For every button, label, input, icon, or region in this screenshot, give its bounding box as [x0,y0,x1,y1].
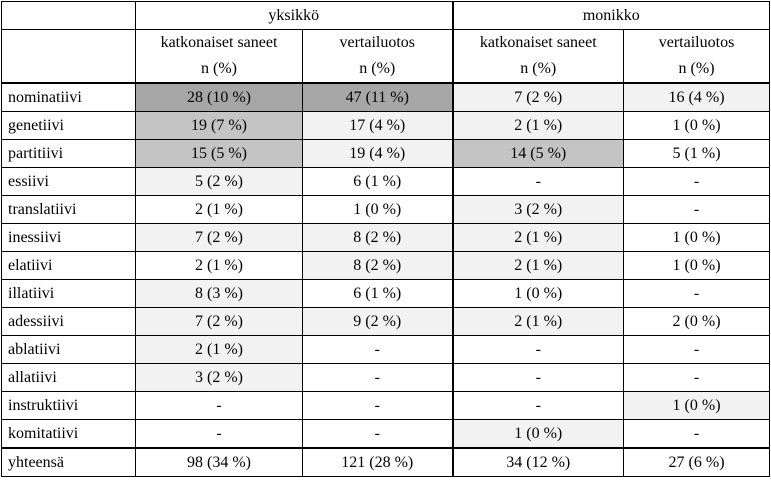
table-cell: - [623,363,771,392]
table-cell: 17 (4 %) [301,111,454,140]
table-row: nominatiivi 28 (10 %) 47 (11 %) 7 (2 %) 16 (… [1,82,771,112]
table-cell: 2 (1 %) [452,307,625,336]
table-cell: 3 (2 %) [452,195,625,224]
table-body: nominatiivi 28 (10 %) 47 (11 %) 7 (2 %) 16 (… [1,82,771,477]
table-cell: 1 (0 %) [301,195,454,224]
corner-cell [1,1,136,30]
unit-label: n (%) [301,56,454,84]
table-cell: - [623,419,771,449]
table-cell: 2 (1 %) [452,251,625,280]
corner-cell [1,56,136,84]
row-label: komitatiivi [1,419,136,449]
table-cell: 2 (1 %) [135,335,303,364]
row-label: partitiivi [1,139,136,168]
table-cell: 5 (2 %) [135,167,303,196]
table-cell: - [623,167,771,196]
total-label: yhteensä [1,447,136,477]
table-cell: 19 (4 %) [301,139,454,168]
table-cell: - [301,391,454,420]
table-cell: - [452,363,625,392]
table-cell: 7 (2 %) [135,307,303,336]
table-cell: 16 (4 %) [623,82,771,112]
table-cell: - [135,391,303,420]
table-cell: 1 (0 %) [623,111,771,140]
table-cell: 6 (1 %) [301,279,454,308]
table-cell: 8 (2 %) [301,251,454,280]
table-cell: 7 (2 %) [452,82,625,112]
table-row: ablatiivi 2 (1 %) - - - [1,335,771,364]
subheader-singular-fragmented: katkonaiset saneet [135,29,303,56]
unit-label: n (%) [623,56,771,84]
table-row: partitiivi 15 (5 %) 19 (4 %) 14 (5 %) 5 (1 %… [1,139,771,168]
table-row: komitatiivi - -1 (0 %) - [1,419,771,449]
table-cell: 1 (0 %) [452,419,625,449]
table-row: essiivi 5 (2 %) 6 (1 %) - - [1,167,771,196]
row-label: nominatiivi [1,82,136,112]
table-cell: - [301,419,454,449]
table-cell: 8 (3 %) [135,279,303,308]
row-label: ablatiivi [1,335,136,364]
table-cell: 1 (0 %) [623,391,771,420]
table-cell: 1 (0 %) [452,279,625,308]
row-label: instruktiivi [1,391,136,420]
row-label: adessiivi [1,307,136,336]
table-cell: - [623,335,771,364]
table-cell: 15 (5 %) [135,139,303,168]
table-cell: - [301,363,454,392]
table-cell: 2 (0 %) [623,307,771,336]
row-label: inessiivi [1,223,136,252]
table-cell: 2 (1 %) [135,251,303,280]
table-cell: 1 (0 %) [623,251,771,280]
total-cell: 98 (34 %) [135,447,303,477]
row-label: elatiivi [1,251,136,280]
subheader-singular-comparison: vertailuotos [301,29,454,56]
table-cell: 2 (1 %) [452,223,625,252]
table-cell: 47 (11 %) [301,82,454,112]
table-cell: - [452,335,625,364]
group-header-plural: monikko [452,1,771,30]
corner-cell [1,29,136,56]
table-cell: - [452,167,625,196]
table-row: illatiivi 8 (3 %) 6 (1 %) 1 (0 %) - [1,279,771,308]
table-cell: 5 (1 %) [623,139,771,168]
total-row: yhteensä 98 (34 %) 121 (28 %) 34 (12 %) 27 (… [1,447,771,477]
table-cell: 6 (1 %) [301,167,454,196]
unit-label: n (%) [135,56,303,84]
table-row: genetiivi 19 (7 %) 17 (4 %) 2 (1 %) 1 (0 %) [1,111,771,140]
total-cell: 121 (28 %) [301,447,454,477]
table-row: instruktiivi - - -1 (0 %) [1,391,771,420]
table-cell: - [623,195,771,224]
table-cell: - [301,335,454,364]
table-cell: - [452,391,625,420]
table-cell: - [623,279,771,308]
total-cell: 34 (12 %) [452,447,625,477]
table-row: translatiivi 2 (1 %) 1 (0 %) 3 (2 %) - [1,195,771,224]
table-cell: 2 (1 %) [452,111,625,140]
table-cell: 3 (2 %) [135,363,303,392]
table-cell: 14 (5 %) [452,139,625,168]
row-label: essiivi [1,167,136,196]
table-cell: 7 (2 %) [135,223,303,252]
table-cell: 19 (7 %) [135,111,303,140]
row-label: illatiivi [1,279,136,308]
table-row: inessiivi 7 (2 %) 8 (2 %) 2 (1 %) 1 (0 %) [1,223,771,252]
table-cell: - [135,419,303,449]
unit-label: n (%) [452,56,625,84]
group-header-singular: yksikkö [134,1,454,30]
table-cell: 8 (2 %) [301,223,454,252]
subheader-plural-comparison: vertailuotos [623,29,771,56]
table-cell: 2 (1 %) [135,195,303,224]
table-cell: 1 (0 %) [623,223,771,252]
total-cell: 27 (6 %) [623,447,771,477]
table-row: adessiivi 7 (2 %) 9 (2 %) 2 (1 %) 2 (0 %) [1,307,771,336]
row-label: genetiivi [1,111,136,140]
table-row: elatiivi 2 (1 %) 8 (2 %) 2 (1 %) 1 (0 %) [1,251,771,280]
table-row: allatiivi 3 (2 %) - - - [1,363,771,392]
row-label: allatiivi [1,363,136,392]
subheader-plural-fragmented: katkonaiset saneet [452,29,625,56]
table-cell: 28 (10 %) [135,82,303,112]
table-cell: 9 (2 %) [301,307,454,336]
row-label: translatiivi [1,195,136,224]
